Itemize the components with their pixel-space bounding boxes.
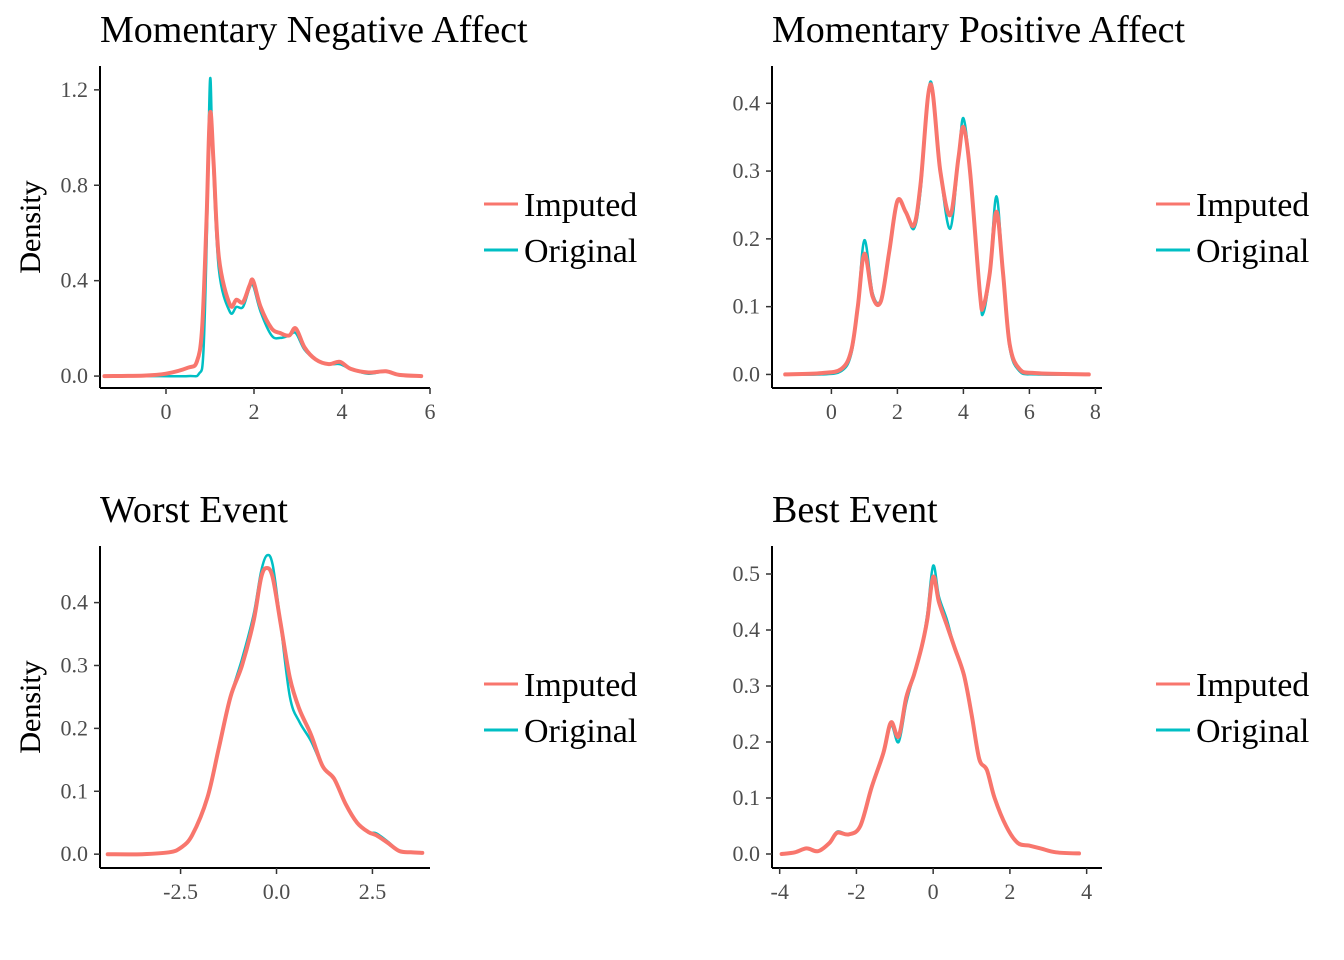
chart-title: Worst Event bbox=[100, 489, 288, 531]
legend-label: Original bbox=[524, 233, 637, 270]
y-tick-label: 0.3 bbox=[733, 673, 761, 698]
series-line-original bbox=[106, 553, 424, 856]
series-line-imputed bbox=[783, 82, 1091, 377]
y-tick-label: 0.4 bbox=[733, 90, 761, 115]
y-tick-label: 0.2 bbox=[733, 729, 761, 754]
y-tick-label: 0.3 bbox=[61, 652, 89, 677]
chart-panel-4: Best Event Density 0.0 0.1 0.2 0.3 0.4 0.5 -4 -2 0… bbox=[14, 489, 1309, 904]
y-axis-label: Density bbox=[14, 660, 47, 753]
y-axis-label: Density bbox=[14, 180, 47, 273]
legend-label: Original bbox=[524, 713, 637, 750]
legend: Imputed Original bbox=[1156, 187, 1309, 270]
y-tick-label: 0.8 bbox=[61, 172, 89, 197]
series-line-imputed bbox=[102, 109, 424, 379]
x-tick-label: 6 bbox=[1024, 399, 1035, 424]
x-tick-label: -2.5 bbox=[163, 879, 198, 904]
chart-title: Momentary Positive Affect bbox=[772, 9, 1185, 51]
y-tick-label: 0.0 bbox=[733, 841, 761, 866]
x-tick-label: -2 bbox=[847, 879, 865, 904]
legend: Imputed Original bbox=[484, 667, 637, 750]
legend-label: Imputed bbox=[1196, 187, 1309, 224]
chart-panel-3: Worst Event Density 0.0 0.1 0.2 0.3 0.4 -2.5 0.0… bbox=[14, 489, 637, 904]
series-line-imputed bbox=[105, 566, 425, 857]
x-tick-label: 4 bbox=[337, 399, 348, 424]
series-line-original bbox=[103, 76, 423, 378]
x-tick-label: 2 bbox=[249, 399, 260, 424]
y-tick-label: 0.1 bbox=[733, 785, 761, 810]
legend-label: Original bbox=[1196, 713, 1309, 750]
x-tick-label: 2.5 bbox=[359, 879, 387, 904]
legend-label: Imputed bbox=[524, 187, 637, 224]
legend-label: Original bbox=[1196, 233, 1309, 270]
y-tick-label: 0.4 bbox=[61, 268, 89, 293]
y-tick-label: 0.2 bbox=[733, 226, 761, 251]
legend: Imputed Original bbox=[484, 187, 637, 270]
y-tick-label: 0.0 bbox=[61, 363, 89, 388]
y-tick-label: 0.5 bbox=[733, 561, 761, 586]
chart-panel-2: Momentary Positive Affect Density 0.0 0.1 0.… bbox=[14, 9, 1309, 424]
x-tick-label: 0 bbox=[826, 399, 837, 424]
legend-label: Imputed bbox=[524, 667, 637, 704]
y-tick-label: 0.0 bbox=[61, 841, 89, 866]
y-axis-label: Density bbox=[14, 660, 47, 753]
y-tick-label: 0.1 bbox=[733, 294, 761, 319]
chart-panel-1: Momentary Negative Affect Density 0.0 0.4 0.… bbox=[14, 9, 637, 424]
x-tick-label: 2 bbox=[1004, 879, 1015, 904]
y-tick-label: 0.3 bbox=[733, 158, 761, 183]
x-tick-label: 0.0 bbox=[263, 879, 291, 904]
y-tick-label: 0.4 bbox=[61, 590, 89, 615]
x-tick-label: 2 bbox=[892, 399, 903, 424]
legend-label: Imputed bbox=[1196, 667, 1309, 704]
chart-title: Best Event bbox=[772, 489, 938, 531]
x-tick-label: 6 bbox=[425, 399, 436, 424]
x-tick-label: 0 bbox=[928, 879, 939, 904]
legend: Imputed Original bbox=[1156, 667, 1309, 750]
x-tick-label: 4 bbox=[1081, 879, 1092, 904]
y-tick-label: 0.0 bbox=[733, 361, 761, 386]
series-line-imputed bbox=[779, 574, 1081, 856]
y-tick-label: 0.4 bbox=[733, 617, 761, 642]
x-tick-label: 4 bbox=[958, 399, 969, 424]
y-tick-label: 0.2 bbox=[61, 715, 89, 740]
x-tick-label: 8 bbox=[1090, 399, 1101, 424]
chart-title: Momentary Negative Affect bbox=[100, 9, 528, 51]
x-tick-label: 0 bbox=[161, 399, 172, 424]
y-tick-label: 1.2 bbox=[61, 77, 89, 102]
x-tick-label: -4 bbox=[771, 879, 789, 904]
y-axis-label: Density bbox=[14, 180, 47, 273]
y-tick-label: 0.1 bbox=[61, 778, 89, 803]
